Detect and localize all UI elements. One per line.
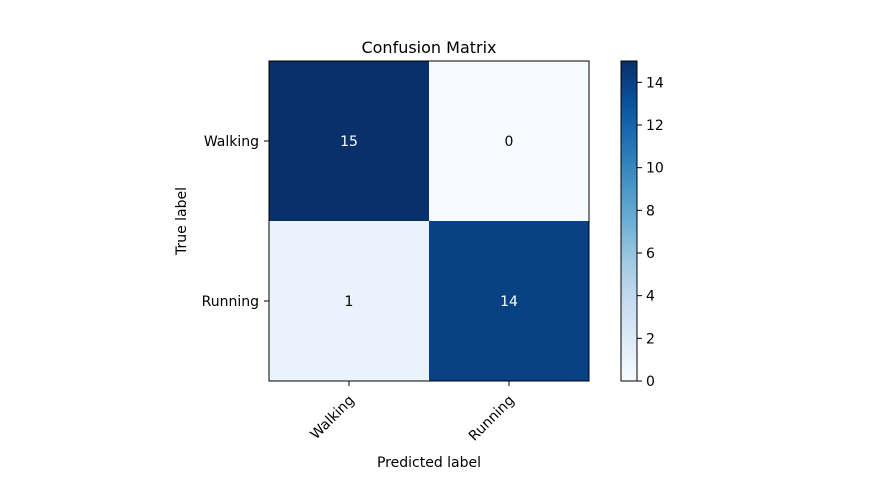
y-tick-label: Running xyxy=(202,294,259,310)
colorbar-tick-label: 2 xyxy=(646,331,655,347)
x-axis-label: Predicted label xyxy=(377,455,481,471)
colorbar-tick-label: 0 xyxy=(646,374,655,390)
cell-value: 14 xyxy=(500,294,518,310)
y-axis-ticks: Walking Running xyxy=(202,134,269,310)
x-tick-label: Running xyxy=(466,393,518,445)
cell-value: 0 xyxy=(505,134,514,150)
matrix-cells xyxy=(269,61,589,381)
matrix-cell xyxy=(269,61,429,221)
matrix-cell xyxy=(429,221,589,381)
colorbar-ticks: 0 2 4 6 8 10 12 14 xyxy=(637,75,664,390)
matrix-frame xyxy=(268,60,590,382)
x-axis-ticks: Walking Running xyxy=(307,381,518,445)
chart-title: Confusion Matrix xyxy=(361,38,496,57)
cell-value-labels: 15 0 1 14 xyxy=(340,134,518,310)
colorbar-tick-label: 14 xyxy=(646,75,664,91)
matrix-cell xyxy=(269,221,429,381)
x-tick-label: Walking xyxy=(307,393,357,443)
colorbar-tick-label: 12 xyxy=(646,118,664,134)
colorbar-tick-label: 10 xyxy=(646,161,664,177)
cell-value: 1 xyxy=(345,294,354,310)
cell-value: 15 xyxy=(340,134,358,150)
y-tick-label: Walking xyxy=(204,134,259,150)
colorbar-tick-label: 8 xyxy=(646,203,655,219)
matrix-cell xyxy=(429,61,589,221)
colorbar-tick-label: 6 xyxy=(646,246,655,262)
colorbar-tick-label: 4 xyxy=(646,289,655,305)
colorbar xyxy=(620,60,638,382)
y-axis-label: True label xyxy=(174,187,190,256)
